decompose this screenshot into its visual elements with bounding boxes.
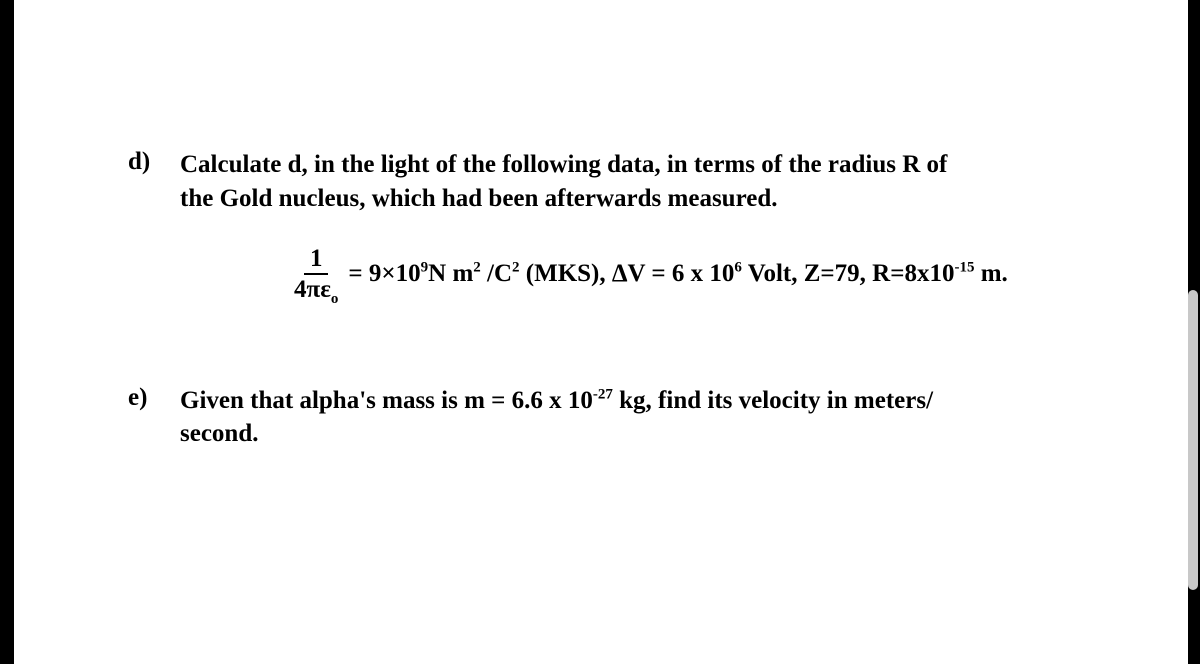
item-e-body: Given that alpha's mass is m = 6.6 x 10-… [180,384,1122,452]
fraction-denominator: 4πεo [288,275,344,302]
list-item-d: d) Calculate d, in the light of the foll… [122,148,1122,216]
item-e-line2: second. [180,420,258,447]
eq-units-nm: N m [428,260,473,287]
eq-sq-c: 2 [512,259,520,275]
item-d-body: Calculate d, in the light of the followi… [180,148,1122,216]
eq-part-1: = 9×10 [348,260,420,287]
vertical-scrollbar[interactable] [1188,0,1198,664]
fraction-denominator-base: 4πε [294,276,331,303]
eq-slash-c: /C [481,260,512,287]
eq-sq-m: 2 [473,259,481,275]
eq-after-dv: Volt, Z=79, R=8x10 [742,260,955,287]
fraction-numerator: 1 [304,246,329,275]
item-d-line2: the Gold nucleus, which had been afterwa… [180,185,778,212]
equation-text: = 9×109N m2 /C2 (MKS), ΔV = 6 x 106 Volt… [348,260,1007,288]
eq-mks-dv: (MKS), ΔV = 6 x 10 [520,260,735,287]
item-e-line1-b: kg, find its velocity in meters/ [613,387,933,414]
item-d-marker: d) [122,148,180,176]
item-e-line1-a: Given that alpha's mass is m = 6.6 x 10 [180,387,593,414]
eq-exp-6: 6 [734,259,742,275]
problem-content: d) Calculate d, in the light of the foll… [122,148,1122,451]
eq-tail: m. [974,260,1007,287]
item-e-marker: e) [122,384,180,412]
scrollbar-thumb[interactable] [1188,290,1198,590]
item-d-line1: Calculate d, in the light of the followi… [180,151,947,178]
list-item-e: e) Given that alpha's mass is m = 6.6 x … [122,384,1122,452]
fraction-denominator-sub: o [331,291,339,307]
item-d-equation: 1 4πεo = 9×109N m2 /C2 (MKS), ΔV = 6 x 1… [288,246,1122,302]
coulomb-constant-fraction: 1 4πεo [288,246,344,302]
item-e-line1: Given that alpha's mass is m = 6.6 x 10-… [180,387,933,414]
item-e-line1-exp: -27 [593,386,613,402]
document-page: d) Calculate d, in the light of the foll… [14,0,1188,664]
eq-exp-neg15: -15 [954,259,974,275]
